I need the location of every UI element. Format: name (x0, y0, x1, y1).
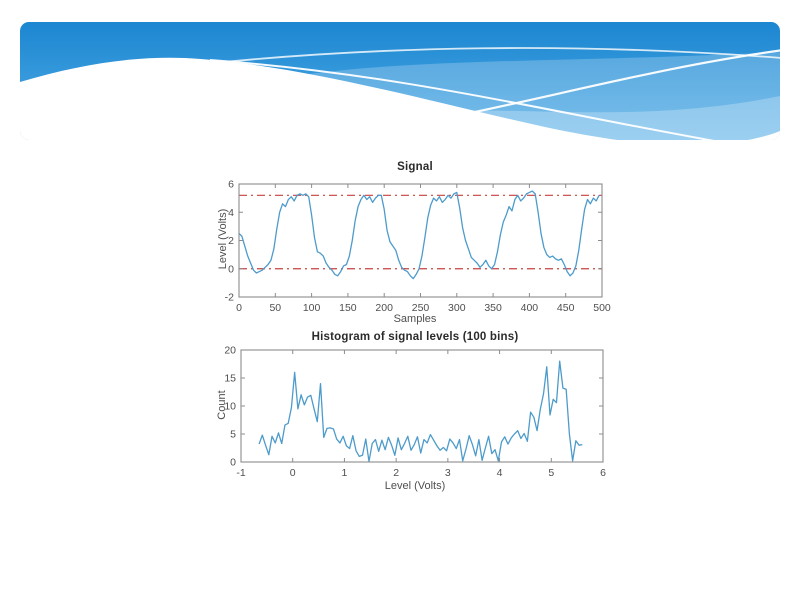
x-tick-label: 450 (557, 302, 575, 314)
x-tick-label: 3 (445, 467, 451, 479)
x-tick-label: 2 (393, 467, 399, 479)
y-tick-label: 15 (224, 373, 236, 385)
y-tick-label: 2 (228, 235, 234, 247)
header-wave-banner (20, 22, 780, 140)
data-series-line (258, 360, 583, 463)
x-tick-label: 400 (521, 302, 539, 314)
x-tick-label: -1 (236, 467, 245, 479)
x-tick-label: 350 (484, 302, 502, 314)
x-tick-label: 4 (497, 467, 503, 479)
x-tick-label: 100 (303, 302, 321, 314)
signal-x-axis-label: Samples (393, 313, 437, 325)
y-tick-label: 0 (230, 457, 236, 469)
thin-wave-line-descending (209, 59, 721, 140)
x-tick-label: 50 (269, 302, 281, 314)
x-tick-label: 0 (290, 467, 296, 479)
histogram-chart-title: Histogram of signal levels (100 bins) (311, 331, 519, 343)
y-tick-label: 20 (224, 345, 236, 357)
y-tick-label: 6 (228, 179, 234, 191)
x-tick-label: 200 (375, 302, 393, 314)
y-tick-label: -2 (225, 292, 234, 304)
thin-wave-line-top (149, 47, 780, 71)
x-tick-label: 5 (548, 467, 554, 479)
y-tick-label: 5 (230, 429, 236, 441)
y-tick-label: 0 (228, 263, 234, 275)
x-tick-label: 500 (593, 302, 611, 314)
histogram-x-axis-label: Level (Volts) (384, 480, 446, 492)
y-tick-label: 4 (228, 207, 234, 219)
x-tick-label: 0 (236, 302, 242, 314)
signal-chart-title: Signal (397, 161, 433, 173)
white-foreground-wave (20, 57, 780, 140)
data-series-line (238, 190, 600, 280)
x-tick-label: 6 (600, 467, 606, 479)
x-tick-label: 300 (448, 302, 466, 314)
x-tick-label: 250 (412, 302, 430, 314)
y-tick-label: 10 (224, 401, 236, 413)
x-tick-label: 1 (342, 467, 348, 479)
x-tick-label: 150 (339, 302, 357, 314)
